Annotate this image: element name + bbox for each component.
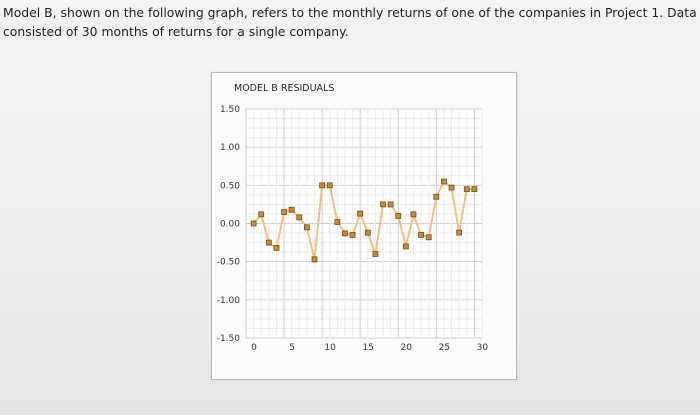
data-point bbox=[463, 186, 470, 193]
data-point bbox=[334, 219, 341, 225]
data-point bbox=[456, 229, 463, 236]
x-tick-label: 10 bbox=[324, 343, 336, 353]
data-point bbox=[273, 245, 280, 251]
y-tick-label: -1.50 bbox=[217, 334, 241, 344]
grid-lines bbox=[245, 108, 483, 339]
data-point bbox=[471, 186, 478, 193]
data-point bbox=[311, 256, 318, 263]
residuals-chart: MODEL B RESIDUALS 1.50 1.00 0.50 0.00 -0.50 -… bbox=[217, 83, 489, 353]
data-point bbox=[380, 201, 386, 208]
x-tick-label: 0 bbox=[251, 343, 257, 353]
data-point bbox=[319, 182, 326, 189]
data-point bbox=[250, 220, 257, 227]
data-point bbox=[281, 209, 287, 215]
data-point bbox=[448, 184, 455, 191]
data-point bbox=[326, 182, 333, 189]
data-point bbox=[418, 232, 424, 238]
data-point bbox=[349, 232, 356, 238]
x-axis-ticks: 0 5 10 15 20 25 30 bbox=[251, 343, 488, 353]
data-point bbox=[410, 211, 417, 218]
chart-title: MODEL B RESIDUALS bbox=[234, 83, 334, 94]
data-point bbox=[395, 212, 402, 219]
chart-card: MODEL B RESIDUALS 1.50 1.00 0.50 0.00 -0.50 -… bbox=[211, 72, 517, 380]
data-point bbox=[304, 224, 310, 231]
y-tick-label: -1.00 bbox=[217, 296, 241, 306]
question-text: Model B, shown on the following graph, r… bbox=[3, 3, 697, 41]
y-tick-label: 0.00 bbox=[220, 220, 240, 230]
data-point bbox=[433, 193, 440, 200]
y-axis-ticks: 1.50 1.00 0.50 0.00 -0.50 -1.00 -1.50 bbox=[217, 105, 241, 344]
question-line-2: consisted of 30 months of returns for a … bbox=[3, 24, 349, 39]
data-point bbox=[288, 206, 295, 213]
residuals-series bbox=[250, 178, 478, 263]
x-tick-label: 30 bbox=[477, 343, 489, 353]
x-tick-label: 20 bbox=[401, 343, 413, 353]
data-point bbox=[296, 214, 303, 221]
y-tick-label: 0.50 bbox=[220, 181, 240, 191]
data-point bbox=[402, 243, 409, 250]
x-tick-label: 5 bbox=[289, 343, 295, 353]
question-line-1: Model B, shown on the following graph, r… bbox=[3, 5, 697, 20]
data-point bbox=[425, 234, 432, 241]
data-point bbox=[372, 251, 379, 257]
data-point bbox=[441, 178, 447, 185]
y-tick-label: 1.00 bbox=[220, 143, 240, 153]
x-tick-label: 25 bbox=[439, 343, 450, 353]
data-point bbox=[258, 211, 265, 218]
data-point bbox=[265, 239, 272, 246]
data-point bbox=[342, 230, 348, 237]
data-point bbox=[387, 201, 394, 208]
data-point bbox=[364, 229, 371, 236]
x-tick-label: 15 bbox=[362, 343, 373, 353]
y-tick-label: -0.50 bbox=[217, 258, 241, 268]
data-point bbox=[357, 210, 364, 217]
y-tick-label: 1.50 bbox=[220, 105, 240, 115]
